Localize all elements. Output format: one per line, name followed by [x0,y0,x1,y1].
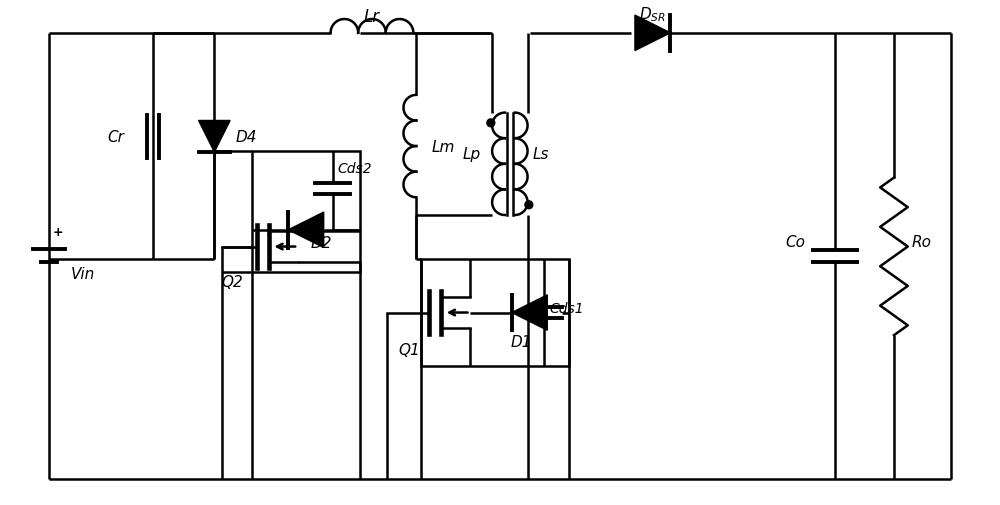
Polygon shape [288,213,324,248]
Text: +: + [53,225,63,238]
Text: Lr: Lr [364,8,380,26]
Text: Co: Co [785,235,805,249]
Text: Lp: Lp [462,147,480,162]
Circle shape [525,201,533,209]
Text: D2: D2 [311,235,332,250]
Text: Q1: Q1 [399,342,420,358]
Circle shape [487,120,495,128]
Bar [421,260,569,366]
Polygon shape [635,16,670,52]
Polygon shape [199,121,230,153]
Text: Cds1: Cds1 [549,301,584,315]
Text: Lm: Lm [432,139,455,154]
Text: Q2: Q2 [221,275,243,289]
Text: Vin: Vin [71,266,95,281]
Text: Cds2: Cds2 [337,162,372,176]
Text: D4: D4 [236,129,258,144]
Text: Ro: Ro [912,235,932,249]
Text: Cr: Cr [107,129,124,144]
Text: Ls: Ls [533,147,549,162]
Polygon shape [512,295,547,331]
Text: D1: D1 [511,334,532,349]
Text: $D_{SR}$: $D_{SR}$ [639,5,666,24]
Bar [252,152,360,273]
